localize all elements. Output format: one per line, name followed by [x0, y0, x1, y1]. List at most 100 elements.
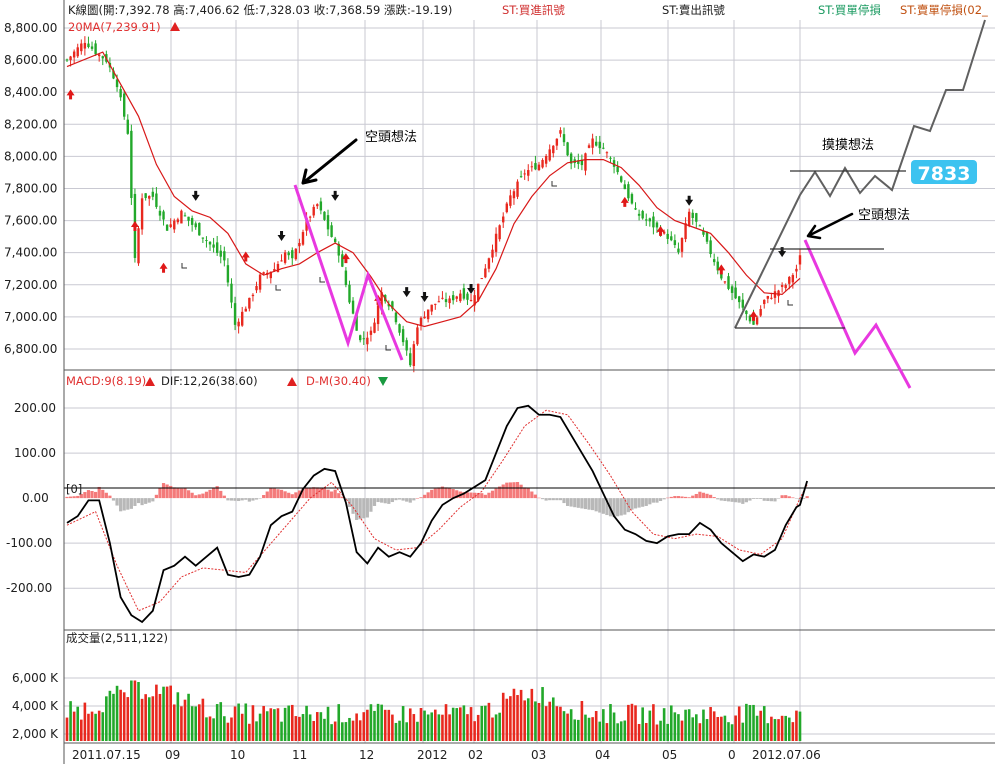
macd-osc-bar	[405, 498, 409, 502]
macd-osc-bar	[319, 487, 323, 499]
macd-osc-bar	[390, 498, 394, 503]
candle-body	[516, 181, 519, 197]
candle-body	[594, 141, 598, 146]
volume-bar	[612, 712, 616, 741]
macd-osc-bar	[623, 498, 627, 515]
x-tick-label: 2012.07.06	[752, 748, 821, 762]
candle-body	[691, 212, 694, 218]
macd-osc-bar	[773, 498, 777, 502]
macd-osc-bar	[490, 490, 495, 499]
volume-bar	[351, 720, 355, 741]
candle-body	[69, 56, 72, 61]
macd-osc-bar	[498, 486, 502, 499]
st-buy-signal-label: ST:買進訊號	[502, 3, 565, 17]
volume-bar	[609, 704, 612, 741]
candle-body	[237, 321, 240, 327]
candle-body	[94, 43, 97, 55]
macd-y-tick-label: 0.00	[22, 491, 49, 505]
macd-panel	[65, 404, 809, 624]
macd-osc-bar	[569, 498, 573, 507]
volume-bar	[122, 692, 126, 741]
macd-osc-bar	[440, 486, 445, 499]
macd-osc-bar	[762, 498, 766, 501]
candle-body	[269, 271, 273, 279]
volume-bar	[369, 704, 373, 741]
candle-body	[183, 215, 187, 217]
volume-bar	[505, 698, 509, 741]
dm-line	[66, 409, 808, 612]
candle-body	[673, 240, 677, 246]
candle-body	[126, 119, 129, 134]
volume-bar	[784, 715, 787, 741]
volume-bar	[65, 717, 69, 741]
volume-bar	[448, 714, 451, 741]
macd-osc-bar	[676, 496, 681, 499]
macd-osc-bar	[86, 490, 91, 499]
candle-body	[319, 201, 323, 211]
macd-osc-bar	[519, 484, 523, 499]
candle-body	[394, 312, 398, 323]
macd-osc-bar	[247, 498, 251, 502]
volume-bar	[462, 705, 466, 741]
macd-osc-bar	[791, 497, 795, 499]
volume-bar	[398, 720, 401, 741]
candle-body	[766, 296, 770, 299]
volume-bar	[205, 717, 208, 741]
macd-osc-bar	[229, 498, 234, 501]
x-tick-label: 10	[230, 748, 245, 762]
macd-osc-bar	[562, 498, 566, 504]
candle-body	[530, 166, 534, 168]
macd-osc-bar	[337, 493, 341, 499]
macd-osc-bar	[794, 498, 799, 499]
candle-body	[559, 130, 562, 134]
volume-bar	[691, 717, 695, 741]
macd-osc-bar	[505, 482, 509, 499]
volume-bar	[265, 711, 269, 741]
macd-osc-bar	[473, 492, 477, 499]
candle-body	[72, 51, 76, 58]
macd-osc-bar	[72, 496, 76, 499]
macd-osc-bar	[687, 497, 691, 499]
candle-body	[333, 238, 337, 243]
candle-body	[366, 337, 369, 345]
macd-osc-bar	[140, 498, 144, 506]
candle-body	[301, 232, 305, 245]
candle-body	[348, 284, 351, 303]
candle-body	[287, 252, 290, 256]
candle-body	[795, 268, 798, 272]
candle-body	[180, 210, 183, 224]
sell-signal-arrow	[331, 190, 340, 201]
candle-body	[223, 251, 226, 261]
candle-body	[480, 278, 483, 280]
candle-body	[577, 160, 580, 164]
candle-body	[144, 193, 147, 199]
ma20-up-triangle	[170, 22, 180, 31]
price-y-tick-label: 6,800.00	[4, 342, 57, 356]
volume-bar	[423, 710, 426, 741]
volume-bar	[559, 706, 562, 741]
volume-bar	[355, 713, 358, 741]
candle-body	[280, 260, 283, 262]
candle-body	[780, 285, 784, 287]
macd-osc-bar	[447, 488, 452, 499]
macd-osc-bar	[712, 497, 716, 499]
annotation-layer	[293, 19, 986, 389]
macd-osc-bar	[759, 498, 763, 499]
macd-osc-bar	[426, 492, 430, 499]
volume-bar	[737, 706, 741, 741]
macd-osc-bar	[287, 492, 291, 499]
candle-body	[466, 293, 469, 300]
macd-osc-bar	[694, 493, 698, 499]
volume-bar	[376, 703, 380, 741]
macd-osc-bar	[329, 491, 334, 499]
macd-osc-bar	[616, 498, 620, 517]
volume-bar	[248, 723, 251, 741]
candle-body	[255, 286, 258, 291]
macd-osc-bar	[580, 498, 584, 509]
volume-bar	[762, 706, 766, 741]
volume-bar	[444, 704, 448, 741]
macd-osc-bar	[433, 488, 437, 499]
macd-osc-bar	[437, 487, 441, 499]
candle-body	[190, 218, 194, 225]
macd-osc-bar	[683, 496, 688, 499]
